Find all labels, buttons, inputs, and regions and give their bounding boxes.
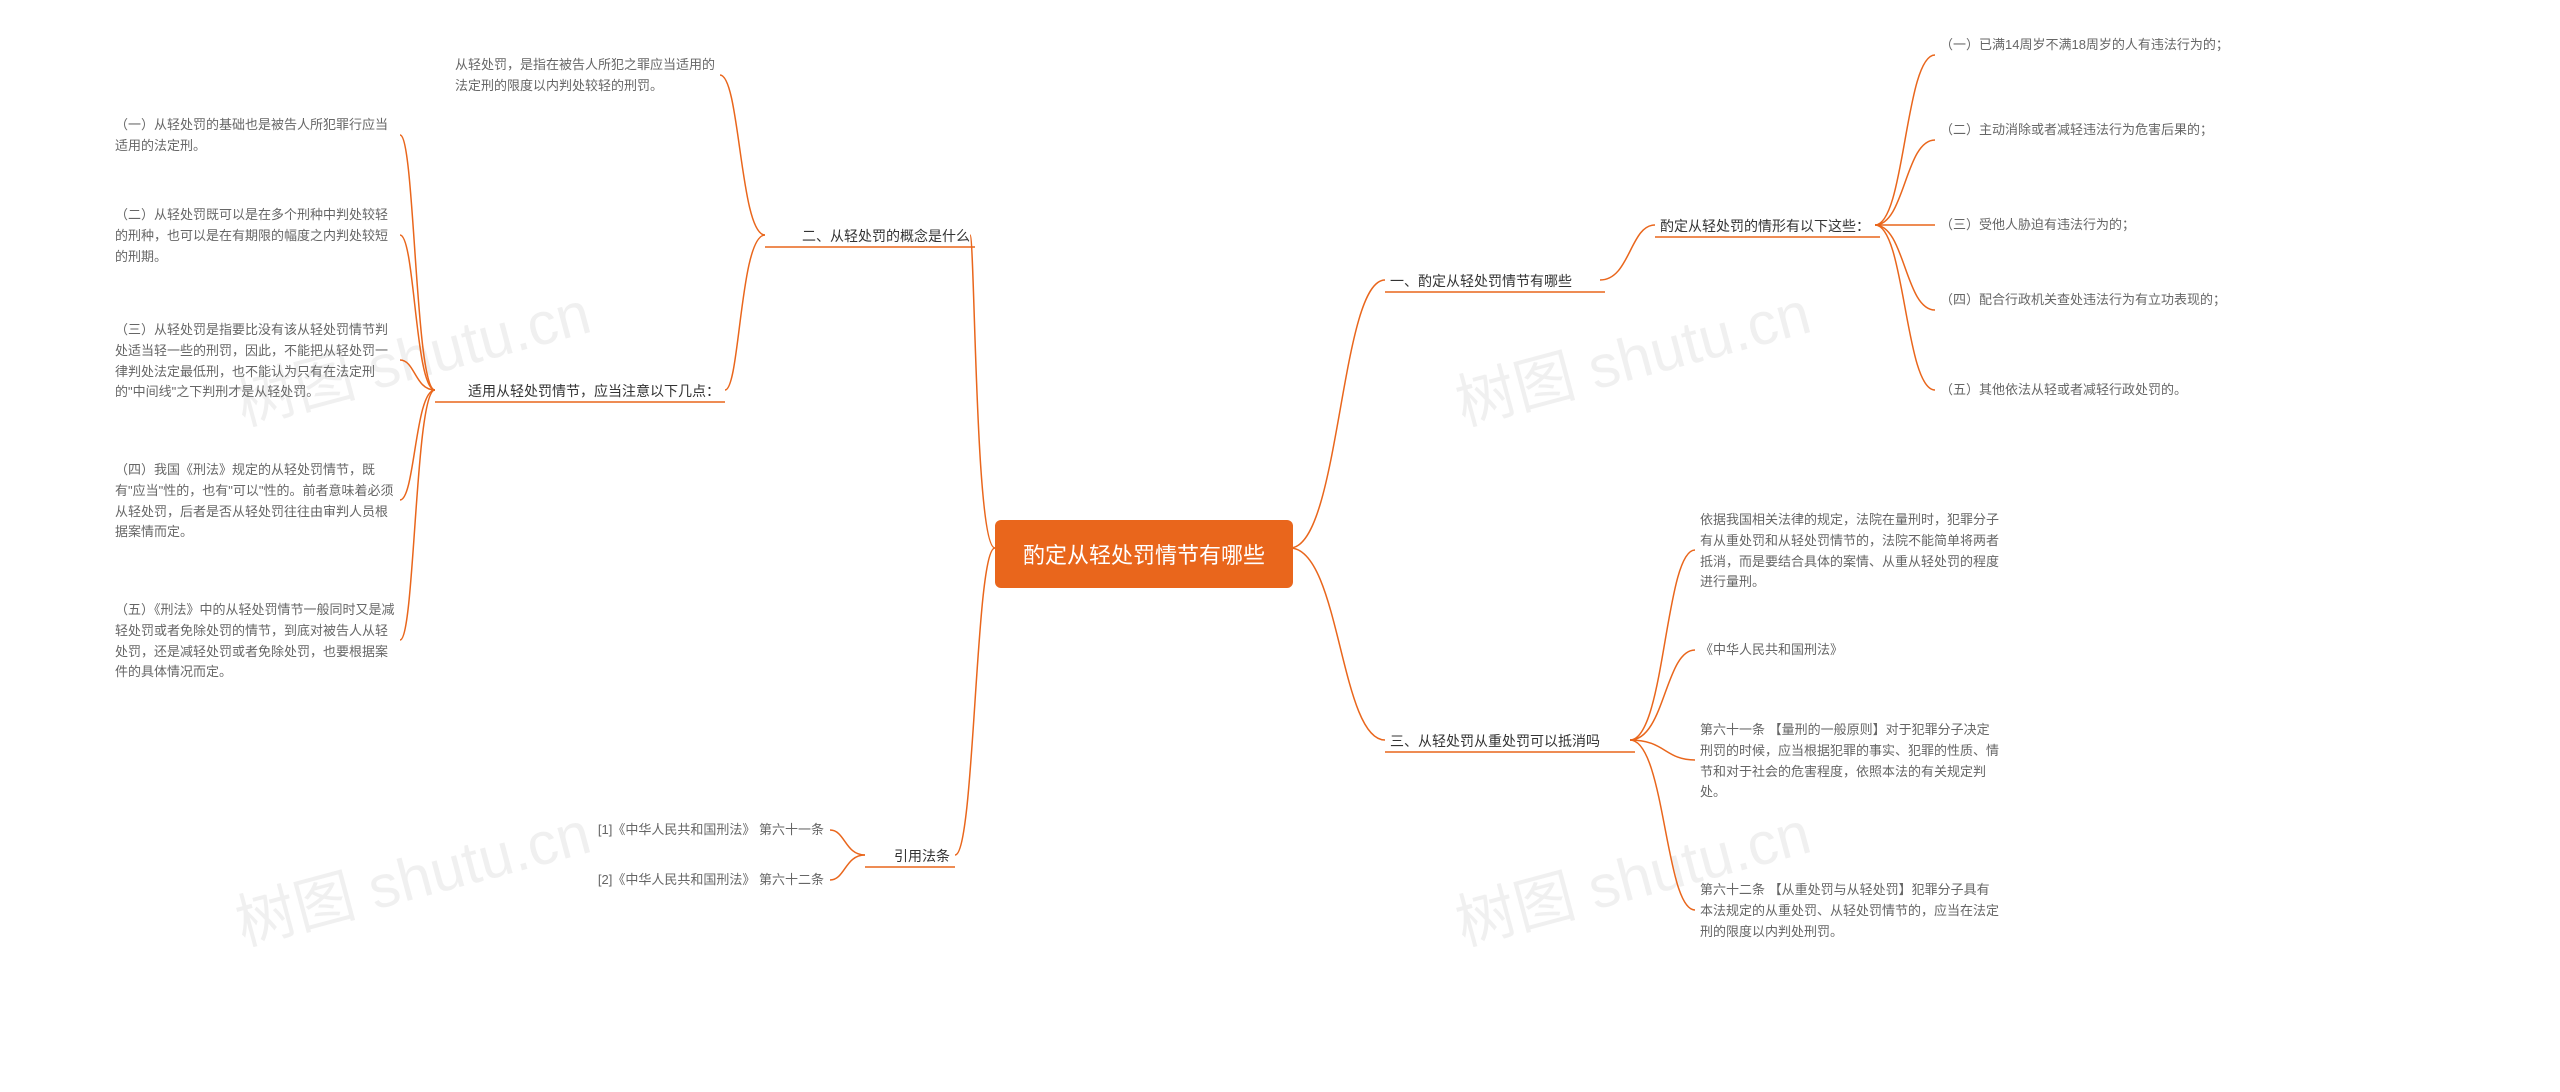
node-r2c: 第六十一条 【量刑的一般原则】对于犯罪分子决定刑罚的时候，应当根据犯罪的事实、犯… (1700, 720, 2000, 803)
branch-l1[interactable]: 二、从轻处罚的概念是什么 (770, 225, 970, 247)
leaf-r1a2: （二）主动消除或者减轻违法行为危害后果的； (1940, 120, 2240, 141)
leaf-l1b4: （四）我国《刑法》规定的从轻处罚情节，既有"应当"性的，也有"可以"性的。前者意… (115, 460, 395, 543)
leaf-l1b1: （一）从轻处罚的基础也是被告人所犯罪行应当适用的法定刑。 (115, 115, 395, 157)
leaf-r1a4: （四）配合行政机关查处违法行为有立功表现的； (1940, 290, 2240, 311)
node-r2d: 第六十二条 【从重处罚与从轻处罚】犯罪分子具有本法规定的从重处罚、从轻处罚情节的… (1700, 880, 2000, 942)
leaf-l1b5: （五）《刑法》中的从轻处罚情节一般同时又是减轻处罚或者免除处罚的情节，到底对被告… (115, 600, 395, 683)
leaf-r1a5: （五）其他依法从轻或者减轻行政处罚的。 (1940, 380, 2240, 401)
node-r2b: 《中华人民共和国刑法》 (1700, 640, 2000, 661)
leaf-r1a1: （一）已满14周岁不满18周岁的人有违法行为的； (1940, 35, 2240, 56)
node-r1a[interactable]: 酌定从轻处罚的情形有以下这些： (1660, 215, 1870, 237)
branch-r1[interactable]: 一、酌定从轻处罚情节有哪些 (1390, 270, 1600, 292)
node-l2a: [1]《中华人民共和国刑法》 第六十一条 (554, 820, 824, 841)
leaf-l1b3: （三）从轻处罚是指要比没有该从轻处罚情节判处适当轻一些的刑罚，因此，不能把从轻处… (115, 320, 395, 403)
root-node[interactable]: 酌定从轻处罚情节有哪些 (995, 520, 1293, 588)
branch-l2[interactable]: 引用法条 (870, 845, 950, 867)
leaf-r1a3: （三）受他人胁迫有违法行为的； (1940, 215, 2240, 236)
branch-r2[interactable]: 三、从轻处罚从重处罚可以抵消吗 (1390, 730, 1630, 752)
node-l2b: [2]《中华人民共和国刑法》 第六十二条 (554, 870, 824, 891)
watermark: 树图 shutu.cn (225, 784, 599, 962)
node-l1a: 从轻处罚，是指在被告人所犯之罪应当适用的法定刑的限度以内判处较轻的刑罚。 (455, 55, 715, 97)
node-l1b[interactable]: 适用从轻处罚情节，应当注意以下几点： (440, 380, 720, 402)
leaf-l1b2: （二）从轻处罚既可以是在多个刑种中判处较轻的刑种，也可以是在有期限的幅度之内判处… (115, 205, 395, 267)
node-r2a: 依据我国相关法律的规定，法院在量刑时，犯罪分子有从重处罚和从轻处罚情节的，法院不… (1700, 510, 2000, 593)
